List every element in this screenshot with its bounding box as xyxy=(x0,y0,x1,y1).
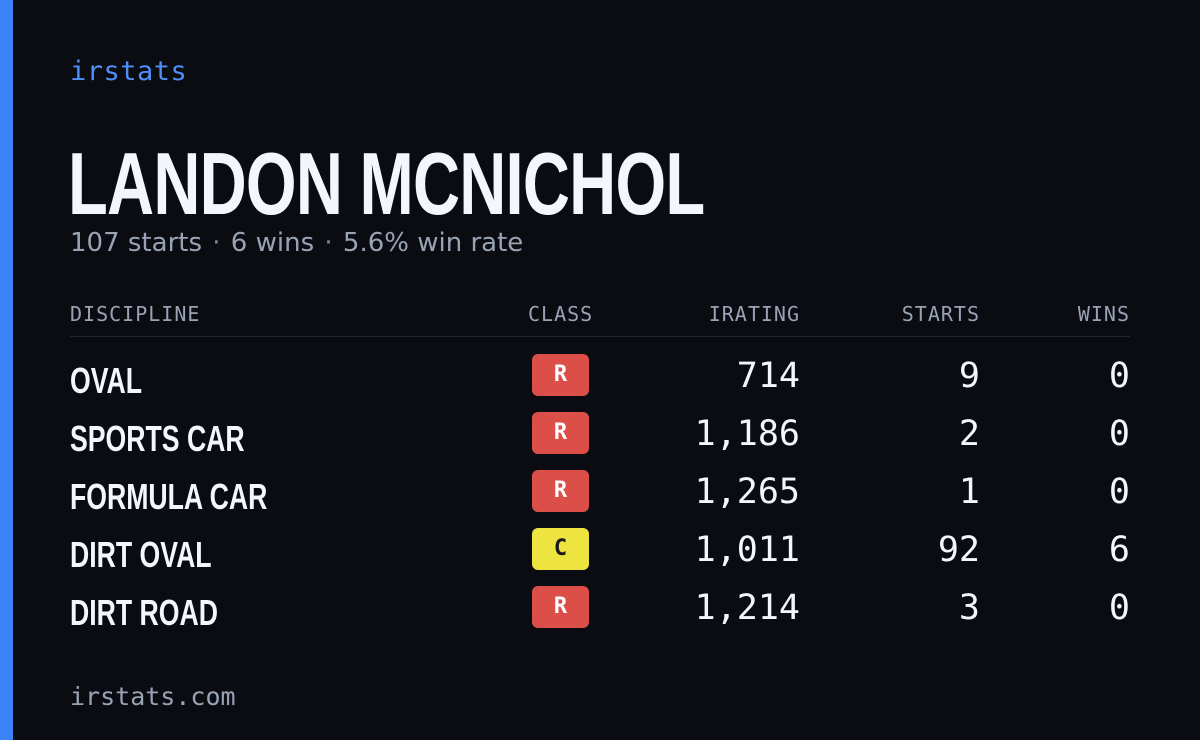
accent-bar xyxy=(0,0,13,740)
irating-value: 714 xyxy=(736,356,800,396)
wins-value: 0 xyxy=(1108,414,1130,454)
header-class: CLASS xyxy=(528,302,594,326)
class-badge: R xyxy=(532,354,589,396)
driver-name: LANDON MCNICHOL xyxy=(68,134,705,233)
table-row: OVAL R 714 9 0 xyxy=(70,352,1130,410)
summary-separator: · xyxy=(324,228,333,258)
discipline-name: SPORTS CAR xyxy=(70,418,245,459)
brand-logo-text: irstats xyxy=(70,56,188,87)
starts-summary: 107 starts xyxy=(70,228,202,258)
starts-value: 3 xyxy=(958,588,980,628)
class-badge: R xyxy=(532,470,589,512)
class-badge: R xyxy=(532,412,589,454)
header-wins: WINS xyxy=(1077,302,1130,326)
irating-value: 1,186 xyxy=(694,414,800,454)
starts-value: 1 xyxy=(958,472,980,512)
discipline-name: DIRT ROAD xyxy=(70,592,218,633)
header-discipline: DISCIPLINE xyxy=(70,302,201,326)
table-header: DISCIPLINE CLASS IRATING STARTS WINS xyxy=(70,296,1130,337)
footer-url: irstats.com xyxy=(70,682,236,711)
driver-summary: 107 starts · 6 wins · 5.6% win rate xyxy=(70,228,523,258)
license-table: DISCIPLINE CLASS IRATING STARTS WINS OVA… xyxy=(70,296,1130,633)
table-row: DIRT ROAD R 1,214 3 0 xyxy=(70,584,1130,642)
wins-value: 0 xyxy=(1108,356,1130,396)
table-row: FORMULA CAR R 1,265 1 0 xyxy=(70,468,1130,526)
class-badge: C xyxy=(532,528,589,570)
discipline-name: OVAL xyxy=(70,360,143,401)
wins-value: 6 xyxy=(1108,530,1130,570)
wins-value: 0 xyxy=(1108,472,1130,512)
starts-value: 2 xyxy=(958,414,980,454)
win-rate-summary: 5.6% win rate xyxy=(342,228,524,258)
wins-summary: 6 wins xyxy=(230,228,315,258)
wins-value: 0 xyxy=(1108,588,1130,628)
summary-separator: · xyxy=(212,228,221,258)
starts-value: 9 xyxy=(958,356,980,396)
class-badge: R xyxy=(532,586,589,628)
table-row: SPORTS CAR R 1,186 2 0 xyxy=(70,410,1130,468)
header-starts: STARTS xyxy=(901,302,980,326)
starts-value: 92 xyxy=(937,530,980,570)
irating-value: 1,214 xyxy=(694,588,800,628)
discipline-name: FORMULA CAR xyxy=(70,476,268,517)
header-irating: IRATING xyxy=(708,302,800,326)
irating-value: 1,265 xyxy=(694,472,800,512)
table-body: OVAL R 714 9 0 SPORTS CAR R 1,186 2 0 FO… xyxy=(70,352,1130,642)
irating-value: 1,011 xyxy=(694,530,800,570)
discipline-name: DIRT OVAL xyxy=(70,534,212,575)
table-row: DIRT OVAL C 1,011 92 6 xyxy=(70,526,1130,584)
